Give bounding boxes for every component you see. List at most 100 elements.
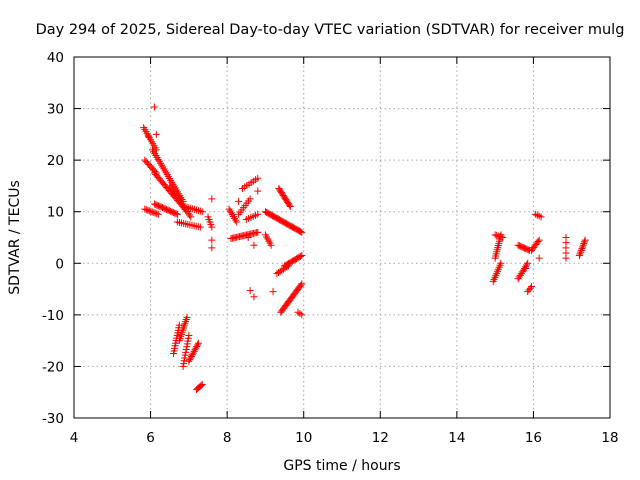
data-point xyxy=(254,187,262,195)
x-tick-label: 6 xyxy=(146,430,155,446)
data-point xyxy=(150,103,158,111)
data-point xyxy=(497,233,505,241)
data-point xyxy=(185,204,193,212)
data-point xyxy=(497,259,505,267)
x-tick-label: 18 xyxy=(601,430,618,446)
y-tick-label: -30 xyxy=(42,411,64,427)
data-point xyxy=(148,208,156,216)
data-point xyxy=(192,344,200,352)
tick-layer: 4 6 8 10 12 14 16 18 -30 -20 -10 0 10 20 30 40 xyxy=(42,50,619,446)
data-point xyxy=(534,238,542,246)
data-point xyxy=(173,210,181,218)
data-point xyxy=(298,252,306,260)
data-point xyxy=(577,248,585,256)
data-point xyxy=(198,380,206,388)
data-point xyxy=(151,209,159,217)
data-point xyxy=(254,210,262,218)
data-point xyxy=(250,241,258,249)
data-point xyxy=(208,195,216,203)
data-point xyxy=(208,236,216,244)
data-point xyxy=(286,203,294,211)
data-point xyxy=(151,168,159,176)
data-point xyxy=(246,195,254,203)
data-point xyxy=(185,331,193,339)
data-point xyxy=(535,254,543,262)
data-point xyxy=(254,228,262,236)
x-tick-label: 10 xyxy=(295,430,312,446)
data-point xyxy=(580,238,588,246)
data-point xyxy=(186,356,194,364)
data-point xyxy=(296,310,304,318)
data-point xyxy=(177,198,185,206)
data-point xyxy=(141,205,149,213)
x-axis-title: GPS time / hours xyxy=(283,458,400,474)
data-point xyxy=(174,195,182,203)
data-point xyxy=(246,287,254,295)
data-point xyxy=(147,207,155,215)
data-point xyxy=(176,196,184,204)
data-point xyxy=(193,343,201,351)
data-point xyxy=(172,210,180,218)
data-point xyxy=(575,252,583,260)
data-point xyxy=(183,313,191,321)
data-point xyxy=(194,339,202,347)
data-point xyxy=(175,321,183,329)
y-tick-label: 0 xyxy=(55,256,64,272)
y-tick-label: 40 xyxy=(47,50,64,66)
y-tick-label: -10 xyxy=(42,308,64,324)
data-point xyxy=(169,187,177,195)
data-point xyxy=(576,250,584,258)
data-point xyxy=(191,346,199,354)
data-point xyxy=(524,246,532,254)
y-tick-label: 10 xyxy=(47,205,64,221)
y-tick-label: -20 xyxy=(42,359,64,375)
data-point xyxy=(154,210,162,218)
data-point xyxy=(285,201,293,209)
data-point xyxy=(208,244,216,252)
chart-title: Day 294 of 2025, Sidereal Day-to-day VTE… xyxy=(36,22,625,38)
data-point xyxy=(186,211,194,219)
data-point xyxy=(179,202,187,210)
x-tick-label: 12 xyxy=(372,430,389,446)
data-point xyxy=(522,264,530,272)
y-tick-label: 30 xyxy=(47,102,64,118)
data-point xyxy=(187,354,195,362)
data-point xyxy=(196,223,204,231)
data-point xyxy=(537,213,545,221)
data-point xyxy=(581,236,589,244)
data-point xyxy=(579,241,587,249)
data-point xyxy=(579,243,587,251)
data-point xyxy=(298,280,306,288)
data-point xyxy=(144,206,152,214)
data-point xyxy=(198,208,206,216)
data-point xyxy=(208,223,216,231)
data-point xyxy=(250,293,258,301)
grid-layer xyxy=(74,57,610,418)
data-point xyxy=(269,288,277,296)
data-point xyxy=(298,228,306,236)
data-point xyxy=(580,240,588,248)
data-point xyxy=(496,232,504,240)
data-point xyxy=(194,341,202,349)
x-tick-label: 14 xyxy=(448,430,465,446)
data-point xyxy=(167,184,175,192)
x-tick-label: 16 xyxy=(525,430,542,446)
y-tick-label: 20 xyxy=(47,153,64,169)
data-point xyxy=(197,382,205,390)
data-points xyxy=(140,103,589,394)
data-point xyxy=(187,213,195,221)
data-point xyxy=(254,174,262,182)
data-point xyxy=(494,232,502,240)
data-point xyxy=(188,351,196,359)
y-axis-title: SDTVAR / TECUs xyxy=(7,180,23,295)
data-point xyxy=(196,207,204,215)
data-point xyxy=(577,246,585,254)
data-point xyxy=(190,347,198,355)
data-point xyxy=(524,259,532,267)
data-point xyxy=(150,209,158,217)
data-point xyxy=(145,207,153,215)
data-point xyxy=(233,218,241,226)
plot-frame xyxy=(73,56,611,419)
data-point xyxy=(298,311,306,319)
data-point xyxy=(562,234,570,241)
